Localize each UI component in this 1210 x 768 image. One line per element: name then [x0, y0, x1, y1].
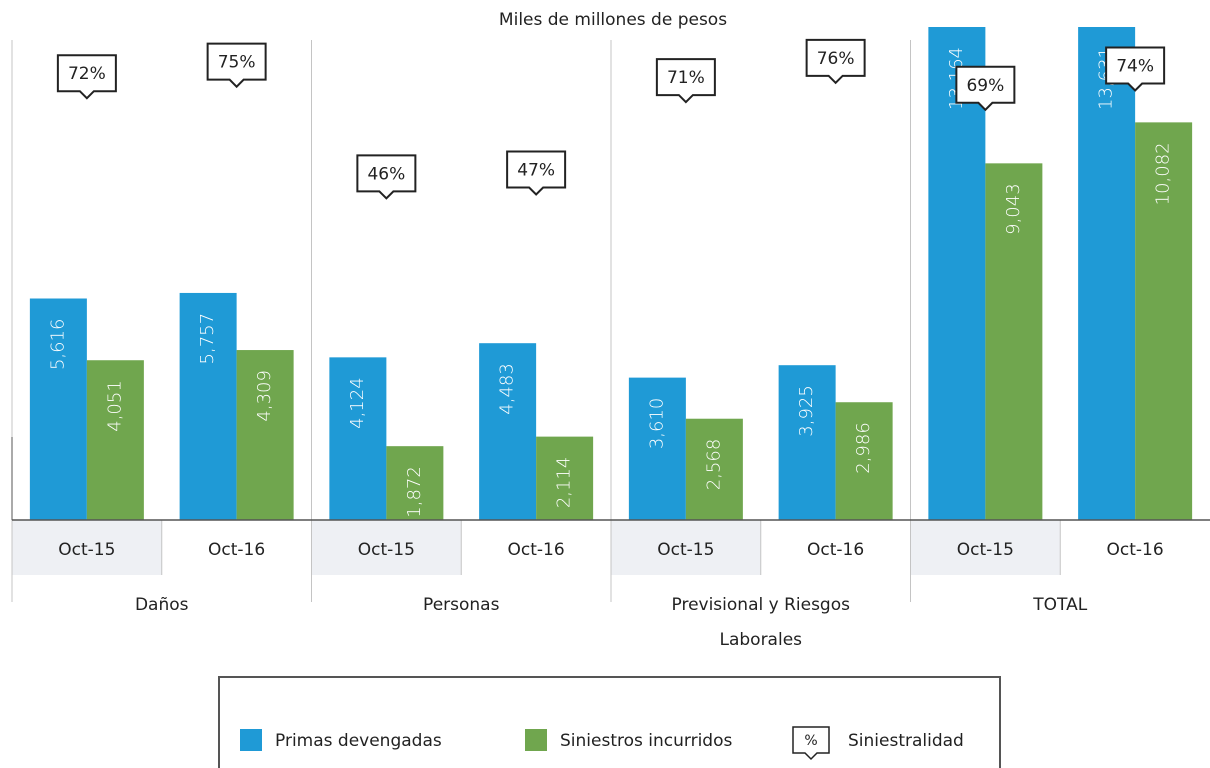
bar: [928, 27, 986, 520]
bar-value-label: 9,043: [1003, 183, 1024, 235]
callout: 75%: [206, 42, 267, 89]
legend-label: Primas devengadas: [275, 731, 442, 751]
bar-value-label: 1,872: [404, 466, 425, 518]
callout-label: 75%: [218, 53, 256, 73]
legend-box: [218, 676, 1001, 768]
callout-box: [805, 38, 866, 85]
callout-label: 71%: [667, 68, 705, 88]
callout-label: 69%: [966, 76, 1004, 96]
bar: [835, 402, 893, 520]
chart-title: Miles de millones de pesos: [499, 10, 727, 30]
callout: 74%: [1105, 46, 1166, 92]
x-tick-label: Oct-16: [807, 540, 864, 560]
bar-value-label: 5,616: [47, 319, 68, 371]
callout-box: [655, 58, 716, 104]
bar-value-label: 5,757: [197, 313, 218, 365]
callout: 71%: [655, 58, 716, 104]
x-tick-label: Oct-16: [208, 540, 265, 560]
legend-symbol: %: [804, 733, 817, 749]
bar-value-label: 2,114: [554, 457, 575, 509]
x-tick-label: Oct-15: [58, 540, 115, 560]
bar: [1078, 27, 1136, 520]
x-tick-label: Oct-16: [508, 540, 565, 560]
callout: 47%: [506, 150, 567, 196]
bar-value-label: 4,483: [497, 363, 518, 415]
callout-box: [506, 150, 567, 196]
x-tick-label: Oct-15: [957, 540, 1014, 560]
callout-box: [206, 42, 267, 89]
bar: [329, 357, 387, 520]
bar: [236, 350, 294, 520]
bar: [179, 292, 237, 520]
callout-label: 72%: [68, 64, 106, 84]
group-label: Personas: [423, 595, 500, 615]
bar: [628, 377, 686, 520]
legend-swatch: [240, 729, 262, 751]
bar: [479, 343, 537, 520]
legend-swatch: [525, 729, 547, 751]
callout-label: 76%: [817, 49, 855, 69]
legend-callout: [792, 726, 830, 761]
callout: 46%: [356, 154, 417, 200]
bar: [1135, 122, 1193, 520]
bar-value-label: 2,986: [853, 422, 874, 474]
callout-label: 47%: [517, 161, 555, 181]
category-band: [311, 520, 462, 575]
category-band: [910, 520, 1061, 575]
bar-value-label: 4,051: [104, 380, 125, 432]
plot-area: [29, 27, 1193, 520]
bar-value-label: 2,568: [703, 439, 724, 491]
group-label: TOTAL: [1033, 595, 1088, 615]
bar-value-label: 4,309: [254, 370, 275, 422]
bar-value-label: 3,925: [796, 385, 817, 437]
category-band: [611, 520, 761, 575]
x-tick-label: Oct-15: [358, 540, 415, 560]
legend-label: Siniestralidad: [848, 731, 964, 751]
legend-label: Siniestros incurridos: [560, 731, 732, 751]
bar: [536, 436, 594, 520]
value-labels: 5,616 4,051 5,757 4,309 4,124 1,872 4,483 2,114…: [47, 47, 1173, 518]
callout-box: [1105, 46, 1166, 92]
callout-box: [356, 154, 417, 200]
callout-box: [56, 54, 117, 100]
callout: 72%: [56, 54, 117, 100]
callout: 69%: [955, 65, 1016, 112]
callout-box: [955, 65, 1016, 112]
group-label: Previsional y Riesgos Laborales: [671, 595, 850, 650]
x-tick-label: Oct-16: [1107, 540, 1164, 560]
group-label: Daños: [134, 595, 189, 615]
bar: [985, 163, 1043, 520]
bar: [685, 418, 743, 520]
bar: [29, 298, 87, 520]
bar-value-label: 3,610: [646, 398, 667, 450]
bar: [778, 365, 836, 520]
x-tick-label: Oct-15: [657, 540, 714, 560]
bar-value-label: 10,082: [1153, 142, 1174, 205]
bar: [386, 446, 444, 520]
category-band: [12, 520, 162, 575]
callout-label: 74%: [1116, 57, 1154, 77]
callout: 76%: [805, 38, 866, 85]
bar: [86, 360, 144, 520]
bar-value-label: 4,124: [347, 377, 368, 429]
callout-label: 46%: [367, 164, 405, 184]
